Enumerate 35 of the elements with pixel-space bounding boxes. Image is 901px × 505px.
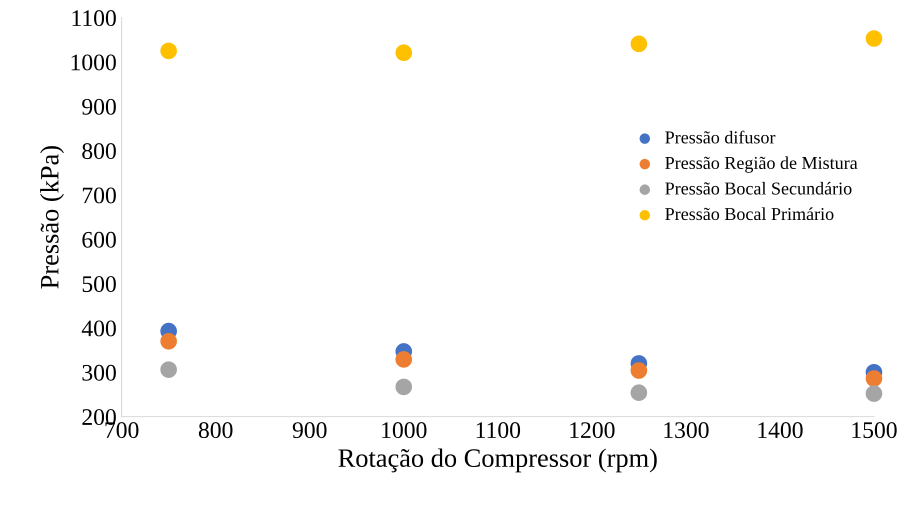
- x-tick-label: 1100: [476, 422, 520, 438]
- point: [160, 332, 177, 350]
- x-tick-label: 1400: [758, 422, 803, 438]
- point: [866, 385, 882, 402]
- legend-label: Pressão Bocal Primário: [665, 207, 834, 220]
- y-tick-label: 800: [82, 143, 116, 160]
- y-tick-label: 400: [82, 320, 116, 336]
- x-tick-label: 1000: [382, 422, 426, 438]
- point: [395, 378, 412, 396]
- legend-label: Pressão Região de Mistura: [665, 156, 858, 173]
- point: [630, 362, 648, 379]
- y-tick-label: 600: [82, 232, 116, 248]
- x-tick-label: 800: [198, 422, 232, 438]
- x-tick-label: 1200: [570, 422, 615, 438]
- point: [160, 361, 177, 378]
- legend-label: Pressão difusor: [665, 130, 776, 144]
- x-tick-label: 1500: [852, 422, 897, 438]
- x-tick-label: 1300: [664, 422, 709, 438]
- point: [160, 42, 177, 60]
- x-axis-title: Rotação do Compressor (rpm): [338, 448, 657, 472]
- point: [395, 44, 412, 61]
- y-tick-label: 1000: [72, 54, 116, 70]
- legend-label: Pressão Bocal Secundário: [665, 182, 852, 195]
- x-tick-label: 900: [292, 422, 327, 438]
- point: [630, 36, 648, 52]
- y-tick-label: 700: [82, 187, 116, 204]
- y-tick-label: 1100: [72, 10, 116, 26]
- point: [866, 370, 882, 387]
- y-tick-label: 900: [82, 98, 116, 115]
- point: [630, 384, 648, 401]
- point: [866, 30, 882, 47]
- point: [395, 351, 412, 368]
- y-tick-label: 500: [82, 276, 116, 292]
- y-axis-title: Pressão (kPa): [40, 146, 64, 289]
- y-tick-label: 300: [82, 364, 116, 381]
